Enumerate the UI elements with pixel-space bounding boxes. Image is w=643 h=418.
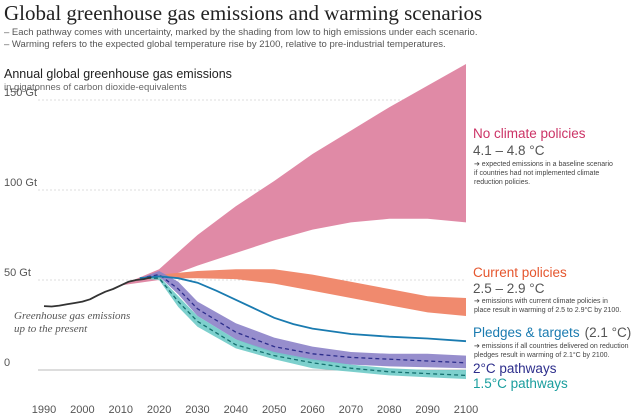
band-1-5c-pathways xyxy=(139,276,466,379)
subtitle-line-2: – Warming refers to the expected global … xyxy=(4,39,446,50)
label-no-climate-policies: No climate policies xyxy=(473,126,586,141)
line-pledges-targets xyxy=(139,275,467,343)
median-line-2c xyxy=(139,273,467,364)
median-line-1-5c xyxy=(139,277,467,377)
note-no-climate-policies-3: reduction policies. xyxy=(474,179,530,186)
range-current-policies: 2.5 – 2.9 °C xyxy=(473,281,545,296)
label-1-5c-pathways: 1.5°C pathways xyxy=(473,376,568,391)
note-pledges-targets-2: pledges result in warming of 2.1°C by 21… xyxy=(474,351,610,359)
band-no-climate-policies xyxy=(120,64,466,286)
band-2c-pathways xyxy=(139,271,466,369)
x-tick-label: 2000 xyxy=(70,404,94,416)
x-tick-label: 2040 xyxy=(224,404,248,416)
x-tick-label: 2060 xyxy=(300,404,324,416)
note-no-climate-policies-1: ➔ expected emissions in a baseline scena… xyxy=(474,161,613,168)
x-tick-label: 2090 xyxy=(415,404,439,416)
y-tick-label: 0 xyxy=(4,357,10,369)
x-tick-label: 2050 xyxy=(262,404,286,416)
chart-title: Global greenhouse gas emissions and warm… xyxy=(4,1,482,25)
x-tick-label: 2100 xyxy=(454,404,478,416)
line-historical-emissions xyxy=(43,276,152,308)
x-tick-label: 2080 xyxy=(377,404,401,416)
range-no-climate-policies: 4.1 – 4.8 °C xyxy=(473,143,545,158)
x-tick-label: 2010 xyxy=(108,404,132,416)
x-tick-label: 2030 xyxy=(185,404,209,416)
note-pledges-targets-1: ➔ emissions if all countries delivered o… xyxy=(474,343,629,350)
note-no-climate-policies-2: if countries had not implemented climate xyxy=(474,170,599,177)
x-tick-label: 1990 xyxy=(32,404,56,416)
y-tick-labels: 0 50 Gt 100 Gt 150 Gt xyxy=(4,87,37,369)
label-pledges-targets-range: (2.1 °C) xyxy=(585,325,632,340)
y-tick-label: 50 Gt xyxy=(4,267,31,279)
x-tick-labels: 1990 2000 2010 2020 2030 2040 2050 2060 2070 2080… xyxy=(32,404,478,416)
history-label-line-2: up to the present xyxy=(14,323,88,335)
note-current-policies-1: ➔ emissions with current climate policie… xyxy=(474,298,608,305)
history-label-line-1: Greenhouse gas emissions xyxy=(14,310,130,322)
y-axis-unit: in gigatonnes of carbon dioxide-equivale… xyxy=(4,82,187,93)
label-pledges-targets-name: Pledges & targets xyxy=(473,325,580,340)
subtitle-line-1: – Each pathway comes with uncertainty, m… xyxy=(4,27,477,38)
label-pledges-targets: Pledges & targets (2.1 °C) xyxy=(473,325,631,340)
y-tick-label: 150 Gt xyxy=(4,87,37,99)
x-tick-label: 2020 xyxy=(147,404,171,416)
x-tick-label: 2070 xyxy=(339,404,363,416)
note-current-policies-2: place result in warming of 2.5 to 2.9°C … xyxy=(474,306,621,314)
label-2c-pathways: 2°C pathways xyxy=(473,361,557,376)
y-axis-title: Annual global greenhouse gas emissions xyxy=(4,67,232,81)
band-current-policies xyxy=(139,269,466,316)
label-current-policies: Current policies xyxy=(473,265,567,280)
y-tick-label: 100 Gt xyxy=(4,177,37,189)
